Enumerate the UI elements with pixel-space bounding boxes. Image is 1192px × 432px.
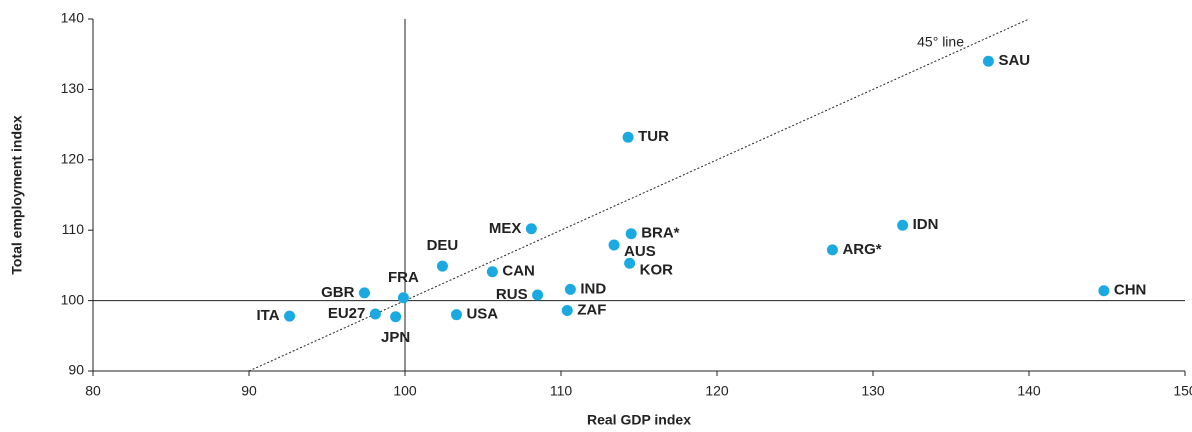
x-tick-label: 110 [550, 383, 573, 399]
x-tick-label: 80 [85, 383, 101, 399]
point [284, 310, 296, 322]
x-tick-label: 130 [861, 383, 885, 399]
point-label: ZAF [577, 301, 606, 318]
point-label: EU27 [328, 305, 366, 322]
y-tick-label: 90 [68, 362, 84, 378]
point [826, 244, 838, 256]
point [625, 228, 637, 240]
annotation: 45° line [917, 34, 964, 50]
point [608, 239, 620, 251]
point-label: ITA [256, 307, 279, 324]
point-label: CAN [502, 263, 535, 280]
y-tick-label: 100 [61, 291, 85, 307]
point [390, 311, 402, 323]
point-label: MEX [489, 220, 522, 237]
point-label: BRA* [641, 225, 679, 242]
point-label: DEU [427, 237, 459, 254]
point-label: GBR [321, 284, 355, 301]
y-tick-label: 110 [62, 221, 85, 237]
point [532, 289, 544, 301]
point [622, 131, 634, 143]
point-label: USA [466, 306, 498, 323]
x-tick-label: 90 [241, 383, 257, 399]
point [450, 309, 462, 321]
point [1098, 285, 1110, 297]
point [369, 308, 381, 320]
x-tick-label: 140 [1017, 383, 1041, 399]
point-label: TUR [638, 128, 669, 145]
point [564, 283, 576, 295]
point [525, 223, 537, 235]
point [897, 219, 909, 231]
diagonal-line [248, 18, 1030, 372]
point [561, 304, 573, 316]
point-label: FRA [388, 269, 419, 286]
y-tick-label: 140 [61, 10, 85, 26]
y-axis-title: Total employment index [9, 115, 25, 274]
point-label: SAU [998, 52, 1030, 69]
point-label: IND [580, 280, 606, 297]
point [436, 260, 448, 272]
point-label: CHN [1114, 282, 1147, 299]
point-label: ARG* [842, 241, 881, 258]
point-label: KOR [640, 261, 674, 278]
point-label: AUS [624, 243, 656, 260]
point-label: IDN [913, 216, 939, 233]
x-tick-label: 100 [393, 383, 417, 399]
point [982, 55, 994, 67]
x-tick-label: 150 [1173, 383, 1192, 399]
x-axis-title: Real GDP index [587, 412, 691, 428]
y-tick-label: 130 [61, 80, 85, 96]
point [397, 292, 409, 304]
point-label: JPN [381, 329, 410, 346]
x-tick-label: 120 [705, 383, 729, 399]
point-label: RUS [496, 286, 528, 303]
y-tick-label: 120 [61, 151, 85, 167]
point [486, 266, 498, 278]
point [358, 287, 370, 299]
point [624, 257, 636, 269]
